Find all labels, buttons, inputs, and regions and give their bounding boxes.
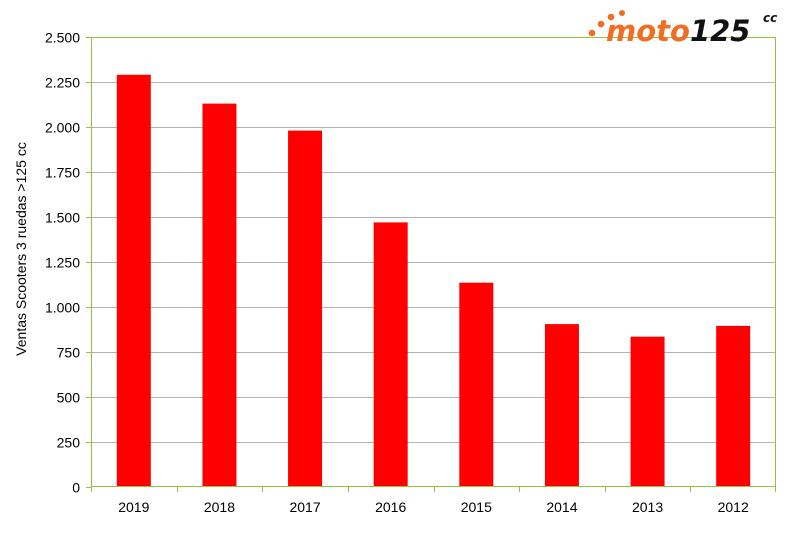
y-tick-label: 2.000 xyxy=(45,120,80,136)
bar xyxy=(630,336,665,487)
x-tick-label: 2012 xyxy=(718,499,749,515)
svg-text:moto125: moto125 xyxy=(606,14,750,48)
x-tick-label: 2017 xyxy=(289,499,320,515)
y-tick-label: 2.250 xyxy=(45,75,80,91)
logo-text-number: 125 xyxy=(690,14,751,48)
y-tick-label: 0 xyxy=(72,480,80,496)
x-tick-label: 2019 xyxy=(118,499,149,515)
y-tick-label: 500 xyxy=(57,390,81,406)
y-tick-label: 1.750 xyxy=(45,165,80,181)
y-tick-label: 250 xyxy=(57,435,81,451)
logo-dots-icon xyxy=(588,10,625,37)
y-tick-label: 1.000 xyxy=(45,300,80,316)
moto125-logo: moto125 cc xyxy=(588,10,777,48)
bar xyxy=(373,222,408,487)
y-axis-title: Ventas Scooters 3 ruedas >125 cc xyxy=(13,142,29,356)
x-tick-label: 2014 xyxy=(546,499,577,515)
plot-area-border xyxy=(91,37,776,487)
bar xyxy=(116,74,151,488)
x-axis-ticks: 2019 2018 2017 2016 2015 2014 2013 2012 xyxy=(91,487,776,515)
y-axis-ticks: 0 250 500 750 1.000 1.250 1.500 1.750 2.000 2.250… xyxy=(45,30,91,496)
bars xyxy=(116,74,751,488)
bar xyxy=(544,324,579,487)
bar xyxy=(459,282,494,487)
bar xyxy=(716,325,751,487)
grid-lines xyxy=(91,82,776,443)
logo-text-sup: cc xyxy=(763,11,777,25)
x-tick-label: 2016 xyxy=(375,499,406,515)
x-tick-label: 2018 xyxy=(204,499,235,515)
y-tick-label: 1.250 xyxy=(45,255,80,271)
bar xyxy=(288,130,323,487)
x-tick-label: 2015 xyxy=(461,499,492,515)
y-tick-label: 2.500 xyxy=(45,30,80,46)
logo-text-main: moto xyxy=(606,14,690,48)
y-tick-label: 1.500 xyxy=(45,210,80,226)
x-tick-label: 2013 xyxy=(632,499,663,515)
y-tick-label: 750 xyxy=(57,345,81,361)
bar xyxy=(202,103,237,487)
